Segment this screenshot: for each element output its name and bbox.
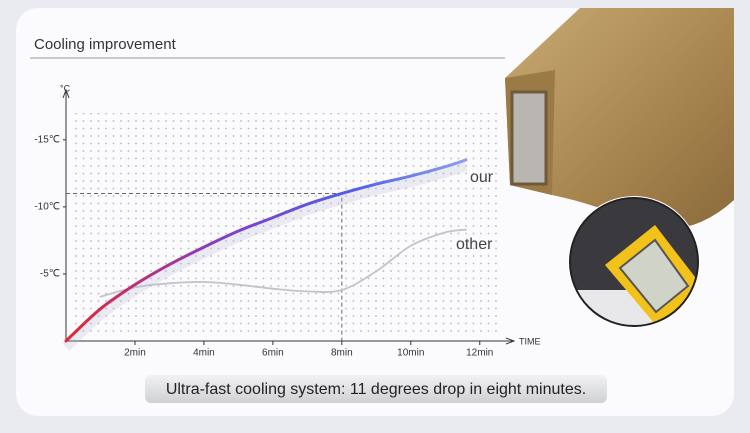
line [64,158,468,343]
x-tick-label: 2min [124,348,146,359]
chart-title: Cooling improvement [34,36,177,53]
product-photo [505,8,734,328]
x-axis-label: TIME [519,336,541,346]
line-shadow [62,161,468,351]
series-label: our [470,169,494,186]
x-tick-label: 10min [397,348,424,359]
line [99,228,467,298]
y-axis-label: °C [60,83,71,93]
x-tick-label: 8min [331,348,353,359]
y-tick-label: -10℃ [34,202,60,213]
y-tick-label: -5℃ [40,269,60,280]
x-tick-label: 6min [262,348,284,359]
x-axis-arrow [505,337,516,345]
series-label: other [456,236,493,253]
caption-box [145,375,607,403]
dot-grid [70,113,497,337]
x-tick-label: 12min [466,348,493,359]
plot: °C TIME -5℃ -10℃ -15℃ 2min 4min 6min 8min 10min 12… [34,83,540,358]
y-axis-arrow [62,88,70,99]
caption: Ultra-fast cooling system: 11 degrees dr… [166,381,586,398]
y-tick-label: -15℃ [34,134,60,145]
x-tick-label: 4min [193,348,215,359]
